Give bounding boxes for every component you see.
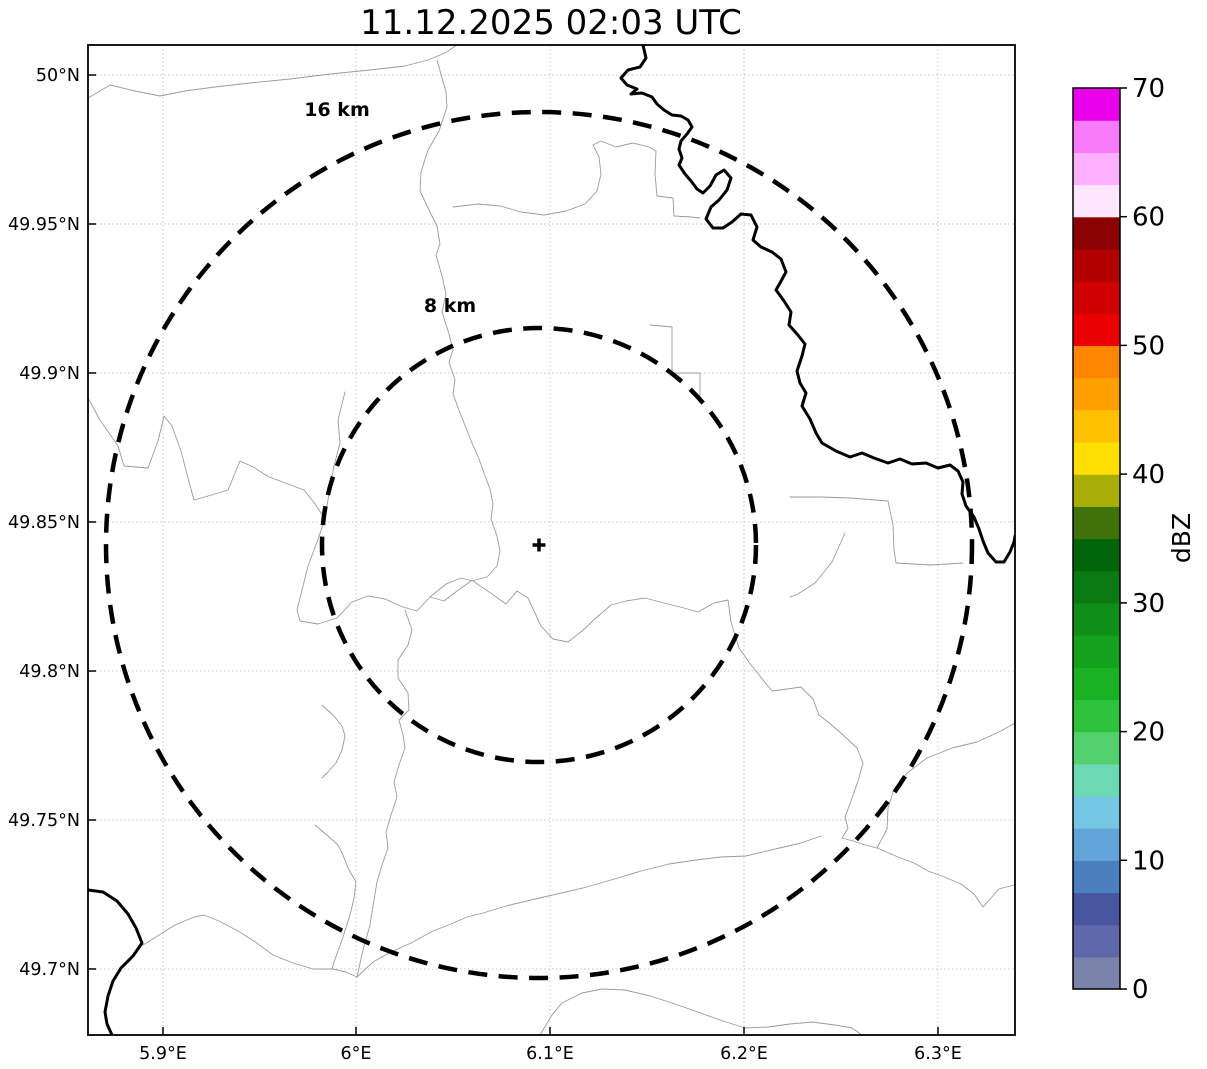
colorbar-band [1073, 248, 1120, 282]
range-ring-16km [103, 109, 975, 981]
colorbar-tick-label: 30 [1132, 589, 1165, 619]
colorbar-band [1073, 474, 1120, 507]
colorbar-band [1073, 667, 1120, 700]
range-ring-label-16km: 16 km [304, 99, 370, 121]
colorbar-tick-label: 20 [1132, 718, 1165, 748]
colorbar-band [1073, 216, 1120, 250]
colorbar-unit-label: dBZ [1167, 513, 1196, 563]
colorbar-band [1073, 345, 1120, 379]
colorbar-tick-label: 0 [1132, 975, 1149, 1005]
colorbar-band [1073, 956, 1120, 990]
y-tick-label: 49.85°N [8, 513, 80, 533]
y-axis-tick-labels: 50°N 49.95°N 49.9°N 49.85°N 49.8°N 49.75… [8, 66, 80, 980]
colorbar-band [1073, 184, 1120, 218]
colorbar-frame [1072, 87, 1121, 990]
colorbar-band [1073, 892, 1120, 926]
colorbar-tick-label: 50 [1132, 331, 1165, 361]
radar-site-marker [532, 538, 546, 552]
colorbar-band [1073, 538, 1120, 572]
colorbar-band [1073, 795, 1120, 829]
x-tick-label: 6.1°E [526, 1044, 574, 1064]
colorbar-tick-label: 40 [1132, 460, 1165, 490]
colorbar-band [1073, 377, 1120, 411]
x-axis-tick-labels: 5.9°E 6°E 6.1°E 6.2°E 6.3°E [139, 1044, 962, 1064]
colorbar-tick-labels: 70 60 50 40 30 20 10 0 [1132, 74, 1165, 1005]
axis-tick-marks [88, 74, 939, 1035]
y-tick-label: 49.9°N [19, 364, 80, 384]
country-border-river-line [619, 45, 1015, 564]
colorbar-band [1073, 441, 1120, 475]
range-ring-8km [319, 325, 759, 765]
colorbar-band [1073, 152, 1120, 186]
colorbar-band [1073, 731, 1120, 765]
colorbar-band [1073, 828, 1120, 861]
axes-frame [87, 44, 1016, 1036]
x-tick-label: 6°E [341, 1044, 372, 1064]
y-tick-label: 49.8°N [19, 662, 80, 682]
colorbar-gradient [1073, 88, 1120, 990]
colorbar-band [1073, 924, 1120, 958]
lat-lon-gridlines [88, 45, 1015, 1035]
colorbar-band [1073, 699, 1120, 733]
colorbar-tick-marks [1120, 87, 1127, 990]
colorbar-tick-label: 70 [1132, 74, 1165, 104]
colorbar-band [1073, 602, 1120, 636]
x-tick-label: 5.9°E [139, 1044, 187, 1064]
colorbar-band [1073, 281, 1120, 314]
colorbar-band [1073, 860, 1120, 894]
colorbar-band [1073, 409, 1120, 443]
x-tick-label: 6.2°E [720, 1044, 768, 1064]
colorbar-band [1073, 120, 1120, 153]
y-tick-label: 49.75°N [8, 811, 80, 831]
colorbar-tick-label: 60 [1132, 203, 1165, 233]
range-ring-label-8km: 8 km [424, 295, 476, 317]
colorbar-band [1073, 570, 1120, 604]
colorbar-band [1073, 635, 1120, 668]
country-border-line-sw [88, 888, 144, 1035]
y-tick-label: 49.7°N [19, 960, 80, 980]
y-tick-label: 50°N [36, 66, 80, 86]
colorbar-band [1073, 763, 1120, 797]
colorbar-tick-label: 10 [1132, 846, 1165, 876]
y-tick-label: 49.95°N [8, 215, 80, 235]
colorbar-band [1073, 88, 1120, 121]
colorbar-band [1073, 313, 1120, 347]
x-tick-label: 6.3°E [914, 1044, 962, 1064]
plot-title: 11.12.2025 02:03 UTC [360, 3, 742, 43]
colorbar-band [1073, 506, 1120, 540]
admin-boundary-lines [88, 45, 1015, 1035]
